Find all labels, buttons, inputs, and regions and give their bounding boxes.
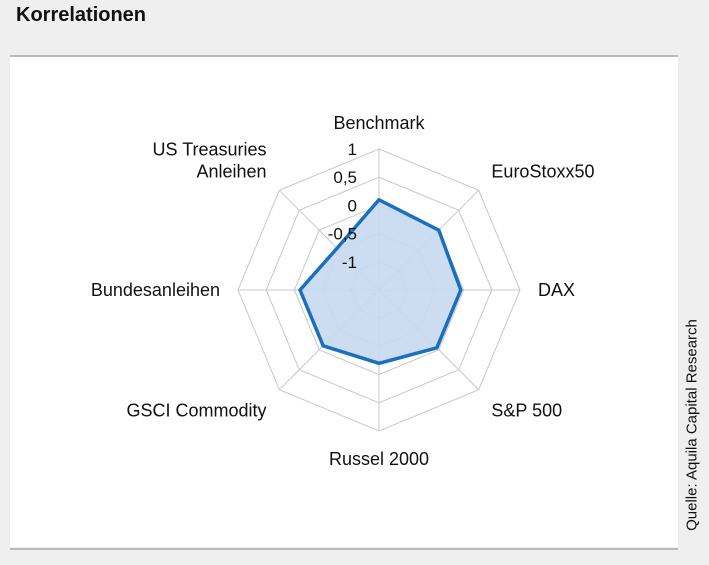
category-label: GSCI Commodity: [127, 400, 267, 420]
radial-tick-label: -0,5: [328, 225, 357, 244]
category-label: Benchmark: [333, 113, 425, 133]
source-note: Quelle: Aquila Capital Research: [683, 319, 701, 531]
page-title: Korrelationen: [16, 4, 147, 26]
category-label: Russel 2000: [329, 449, 429, 469]
category-label: Bundesanleihen: [91, 280, 220, 300]
radial-tick-label: 0,5: [333, 168, 357, 187]
top-divider: [10, 55, 678, 57]
radial-tick-label: 0: [348, 196, 357, 215]
category-label: US Treasuries Anleihen: [153, 140, 267, 182]
grid-ring: [237, 148, 521, 432]
radial-tick-label: -1: [342, 253, 357, 272]
category-label: DAX: [538, 280, 575, 300]
radial-tick-label: 1: [348, 140, 357, 159]
bottom-divider: [10, 548, 678, 550]
category-label: S&P 500: [491, 400, 562, 420]
grid-ring: [265, 176, 493, 404]
data-series-area: [298, 198, 463, 366]
category-label: EuroStoxx50: [491, 162, 594, 182]
